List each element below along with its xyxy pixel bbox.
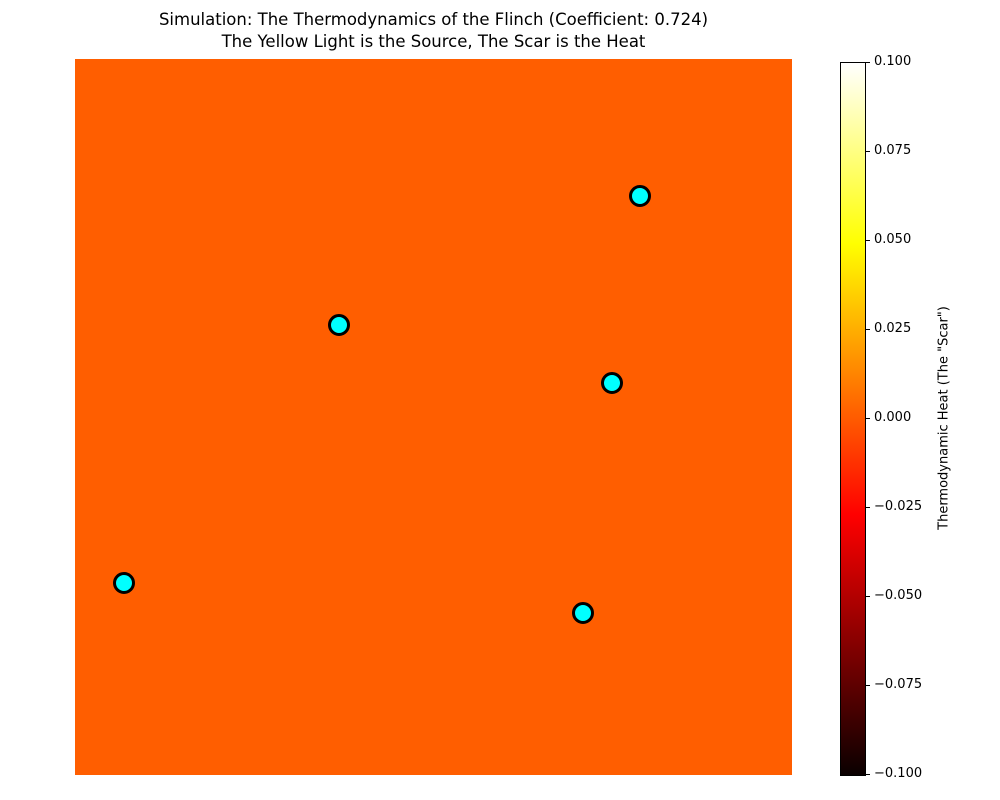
- colorbar-tick: [866, 329, 870, 331]
- colorbar-tick-label: 0.075: [874, 143, 912, 159]
- colorbar-tick-label: −0.025: [874, 499, 923, 515]
- plot-area: [75, 59, 792, 775]
- scatter-point: [112, 572, 135, 595]
- scatter-point: [572, 602, 595, 625]
- colorbar-tick: [866, 418, 870, 420]
- colorbar-tick-label: 0.025: [874, 321, 912, 337]
- colorbar-tick: [866, 774, 870, 776]
- colorbar-tick: [866, 62, 870, 64]
- colorbar-tick: [866, 685, 870, 687]
- scatter-point: [601, 371, 624, 394]
- colorbar-tick-label: 0.050: [874, 232, 912, 248]
- colorbar-tick-label: −0.100: [874, 766, 923, 782]
- chart-subtitle: The Yellow Light is the Source, The Scar…: [221, 32, 646, 51]
- colorbar-tick-label: −0.075: [874, 677, 923, 693]
- colorbar-tick-label: −0.050: [874, 588, 923, 604]
- scatter-point: [628, 184, 651, 207]
- scatter-point: [327, 314, 350, 337]
- colorbar-tick: [866, 596, 870, 598]
- colorbar-label: Thermodynamic Heat (The "Scar"): [936, 306, 952, 530]
- chart-title: Simulation: The Thermodynamics of the Fl…: [158, 10, 709, 29]
- title-block: Simulation: The Thermodynamics of the Fl…: [75, 9, 792, 53]
- colorbar-tick: [866, 151, 870, 153]
- colorbar-tick: [866, 507, 870, 509]
- colorbar-tick: [866, 240, 870, 242]
- colorbar-tick-label: 0.000: [874, 410, 912, 426]
- colorbar-tick-label: 0.100: [874, 54, 912, 70]
- colorbar: [840, 62, 866, 776]
